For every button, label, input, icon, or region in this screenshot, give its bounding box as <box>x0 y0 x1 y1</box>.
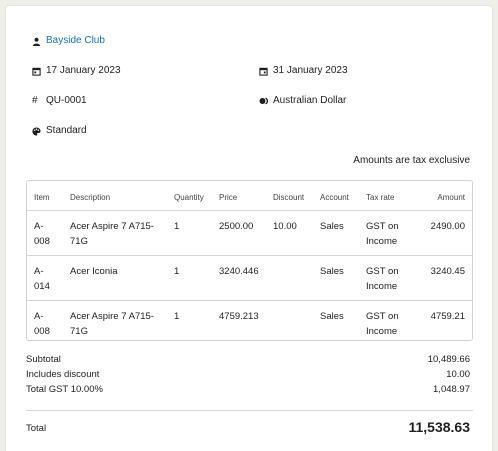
item-price: 2500.00 <box>219 221 254 232</box>
total-divider <box>26 410 473 411</box>
quote-number-row[interactable]: # QU-0001 <box>32 95 87 107</box>
item-description: Acer Iconia <box>70 266 118 277</box>
discount-label: Includes discount <box>26 369 100 380</box>
header-amount: Amount <box>437 193 465 202</box>
contact-name-link[interactable]: Bayside Club <box>46 35 105 46</box>
gst-value: 1,048.97 <box>433 384 470 395</box>
currency-row[interactable]: Australian Dollar <box>259 95 346 107</box>
item-amount: 2490.00 <box>430 221 465 232</box>
total-value: 11,538.63 <box>408 419 470 435</box>
item-amount: 3240.45 <box>430 266 465 277</box>
item-code: A- 008 <box>34 311 50 337</box>
header-item: Item <box>34 193 50 202</box>
item-tax-rate: GST on Income <box>366 266 399 292</box>
subtotal-label: Subtotal <box>26 354 61 365</box>
quote-card: Bayside Club 17 January 2023 31 January … <box>5 5 493 451</box>
currency-coins-icon <box>259 97 273 105</box>
item-tax-rate: GST on Income <box>366 311 399 337</box>
line-items-table: Item Description Quantity Price Discount… <box>26 180 473 341</box>
issue-date: 17 January 2023 <box>46 65 121 76</box>
hash-icon: # <box>32 95 38 106</box>
total-label: Total <box>26 423 47 434</box>
expiry-date-row[interactable]: 31 January 2023 <box>259 65 348 77</box>
quote-number: QU-0001 <box>46 95 87 106</box>
tax-mode-label[interactable]: Amounts are tax exclusive <box>353 155 470 166</box>
palette-icon <box>32 126 46 136</box>
theme: Standard <box>46 125 87 136</box>
item-account: Sales <box>320 311 344 322</box>
item-quantity: 1 <box>174 266 180 277</box>
discount-value: 10.00 <box>446 369 470 380</box>
theme-row[interactable]: Standard <box>32 125 87 137</box>
item-account: Sales <box>320 221 344 232</box>
header-price: Price <box>219 193 238 202</box>
item-account: Sales <box>320 266 344 277</box>
expiry-date: 31 January 2023 <box>273 65 348 76</box>
table-row[interactable]: A- 014 Acer Iconia 1 3240.446 Sales GST o… <box>27 255 472 300</box>
table-row[interactable]: A- 008 Acer Aspire 7 A715- 71G 1 2500.00 1… <box>27 210 472 255</box>
gst-label: Total GST 10.00% <box>26 384 103 395</box>
item-price: 4759.213 <box>219 311 259 322</box>
person-icon <box>32 37 46 46</box>
calendar-icon <box>259 67 273 76</box>
currency: Australian Dollar <box>273 95 347 106</box>
item-code: A- 008 <box>34 221 50 247</box>
contact-row[interactable]: Bayside Club <box>32 35 105 47</box>
header-tax-rate: Tax rate <box>366 193 395 202</box>
calendar-icon <box>32 67 46 76</box>
table-row[interactable]: A- 008 Acer Aspire 7 A715- 71G 1 4759.213 … <box>27 300 472 345</box>
item-quantity: 1 <box>174 311 180 322</box>
header-quantity: Quantity <box>174 193 204 202</box>
item-discount: 10.00 <box>273 221 297 232</box>
item-price: 3240.446 <box>219 266 259 277</box>
item-amount: 4759.21 <box>430 311 465 322</box>
subtotal-value: 10,489.66 <box>427 354 470 365</box>
header-description: Description <box>70 193 111 202</box>
issue-date-row[interactable]: 17 January 2023 <box>32 65 121 77</box>
item-tax-rate: GST on Income <box>366 221 399 247</box>
item-description: Acer Aspire 7 A715- 71G <box>70 311 154 337</box>
item-code: A- 014 <box>34 266 50 292</box>
item-description: Acer Aspire 7 A715- 71G <box>70 221 154 247</box>
header-discount: Discount <box>273 193 305 202</box>
item-quantity: 1 <box>174 221 180 232</box>
header-account: Account <box>320 193 349 202</box>
